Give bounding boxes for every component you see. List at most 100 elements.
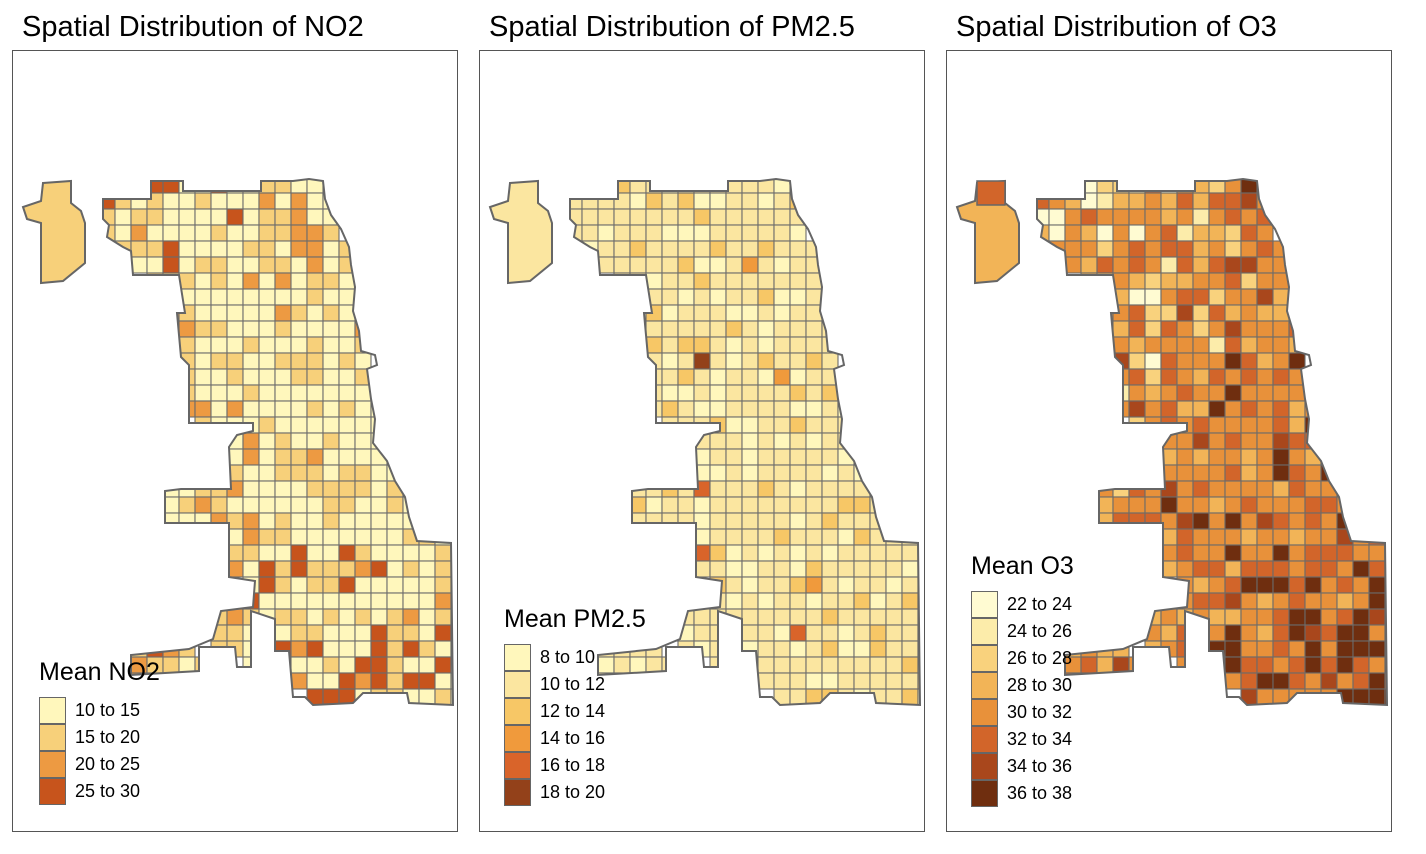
census-tract (290, 192, 308, 210)
census-tract (1096, 656, 1114, 674)
census-tract (1192, 592, 1210, 610)
census-tract (869, 544, 887, 562)
census-tract (306, 496, 324, 514)
census-tract (757, 384, 775, 402)
census-tract (693, 288, 711, 306)
census-tract (725, 592, 743, 610)
census-tract (1208, 528, 1226, 546)
census-tract (1224, 560, 1242, 578)
census-tract (258, 400, 276, 418)
legend-title-pm25: Mean PM2.5 (504, 605, 646, 633)
census-tract (709, 352, 727, 370)
census-tract (1304, 496, 1322, 514)
census-tract (290, 544, 308, 562)
census-tract (741, 256, 759, 274)
census-tract (741, 496, 759, 514)
census-tract (1240, 288, 1258, 306)
census-tract (1304, 688, 1322, 705)
census-tract (194, 304, 212, 322)
legend-swatch (971, 753, 998, 780)
census-tract (178, 240, 196, 258)
census-tract (1080, 672, 1098, 690)
census-tract (741, 336, 759, 354)
census-tract (1256, 400, 1274, 418)
census-tract (1160, 240, 1178, 258)
census-tract (1320, 688, 1338, 705)
census-tract (274, 400, 292, 418)
census-tract (210, 352, 228, 370)
census-tract (581, 224, 599, 242)
census-tract (821, 688, 839, 705)
legend-swatch (504, 752, 531, 779)
census-tract (306, 464, 324, 482)
census-tract (178, 400, 196, 418)
census-tract (1208, 656, 1226, 674)
census-tract (773, 640, 791, 658)
census-tract (1256, 448, 1274, 466)
census-tract (1240, 416, 1258, 434)
census-tract (757, 288, 775, 306)
census-tract (597, 208, 615, 226)
census-tract (1208, 384, 1226, 402)
census-tract (1128, 272, 1146, 290)
census-tract (757, 480, 775, 498)
census-tract (354, 416, 372, 434)
census-tract (1144, 320, 1162, 338)
census-tract (1256, 496, 1274, 514)
census-tract (757, 432, 775, 450)
census-tract (1336, 656, 1354, 674)
census-tract (290, 416, 308, 434)
census-tract (1064, 208, 1082, 226)
census-tract (1304, 656, 1322, 674)
census-tract (741, 224, 759, 242)
census-tract (178, 320, 196, 338)
census-tract (322, 384, 340, 402)
census-tract (242, 432, 260, 450)
legend-label: 22 to 24 (1007, 594, 1073, 614)
census-tract (1096, 179, 1114, 194)
census-tract (1112, 208, 1130, 226)
legend-label: 12 to 14 (540, 701, 606, 721)
census-tract (677, 256, 695, 274)
census-tract (1320, 656, 1338, 674)
census-tract (773, 240, 791, 258)
census-tract (1272, 336, 1290, 354)
census-tract (402, 624, 420, 642)
census-tract (290, 384, 308, 402)
census-tract (1128, 416, 1146, 434)
census-tract (1144, 336, 1162, 354)
legend-o3: Mean O3 22 to 24 24 to 26 26 to 28 28 to 30… (971, 551, 1074, 807)
census-tract (789, 640, 807, 658)
census-tract (1128, 288, 1146, 306)
census-tract (1192, 336, 1210, 354)
census-tract (258, 192, 276, 210)
census-tract (322, 480, 340, 498)
census-tract (693, 256, 711, 274)
census-tract (210, 512, 228, 530)
census-tract (1240, 512, 1258, 530)
census-tract (322, 400, 340, 418)
census-tract (354, 432, 372, 450)
census-tract (1256, 336, 1274, 354)
legend-label: 28 to 30 (1007, 675, 1073, 695)
census-tract (773, 336, 791, 354)
census-tract (178, 512, 196, 530)
census-tract (1272, 400, 1290, 418)
legend-item: 18 to 20 (504, 779, 646, 806)
census-tract (1272, 640, 1290, 658)
census-tract (194, 192, 212, 210)
census-tract (1304, 528, 1322, 546)
census-tract (773, 448, 791, 466)
census-tract (322, 320, 340, 338)
census-tract (1128, 320, 1146, 338)
census-tract (226, 384, 244, 402)
census-tract (322, 656, 340, 674)
legend-swatch (971, 672, 998, 699)
census-tract (402, 576, 420, 594)
census-tract (258, 240, 276, 258)
census-tract (805, 512, 823, 530)
census-tract (901, 560, 919, 578)
census-tract (757, 304, 775, 322)
census-tract (693, 208, 711, 226)
census-tract (1208, 336, 1226, 354)
